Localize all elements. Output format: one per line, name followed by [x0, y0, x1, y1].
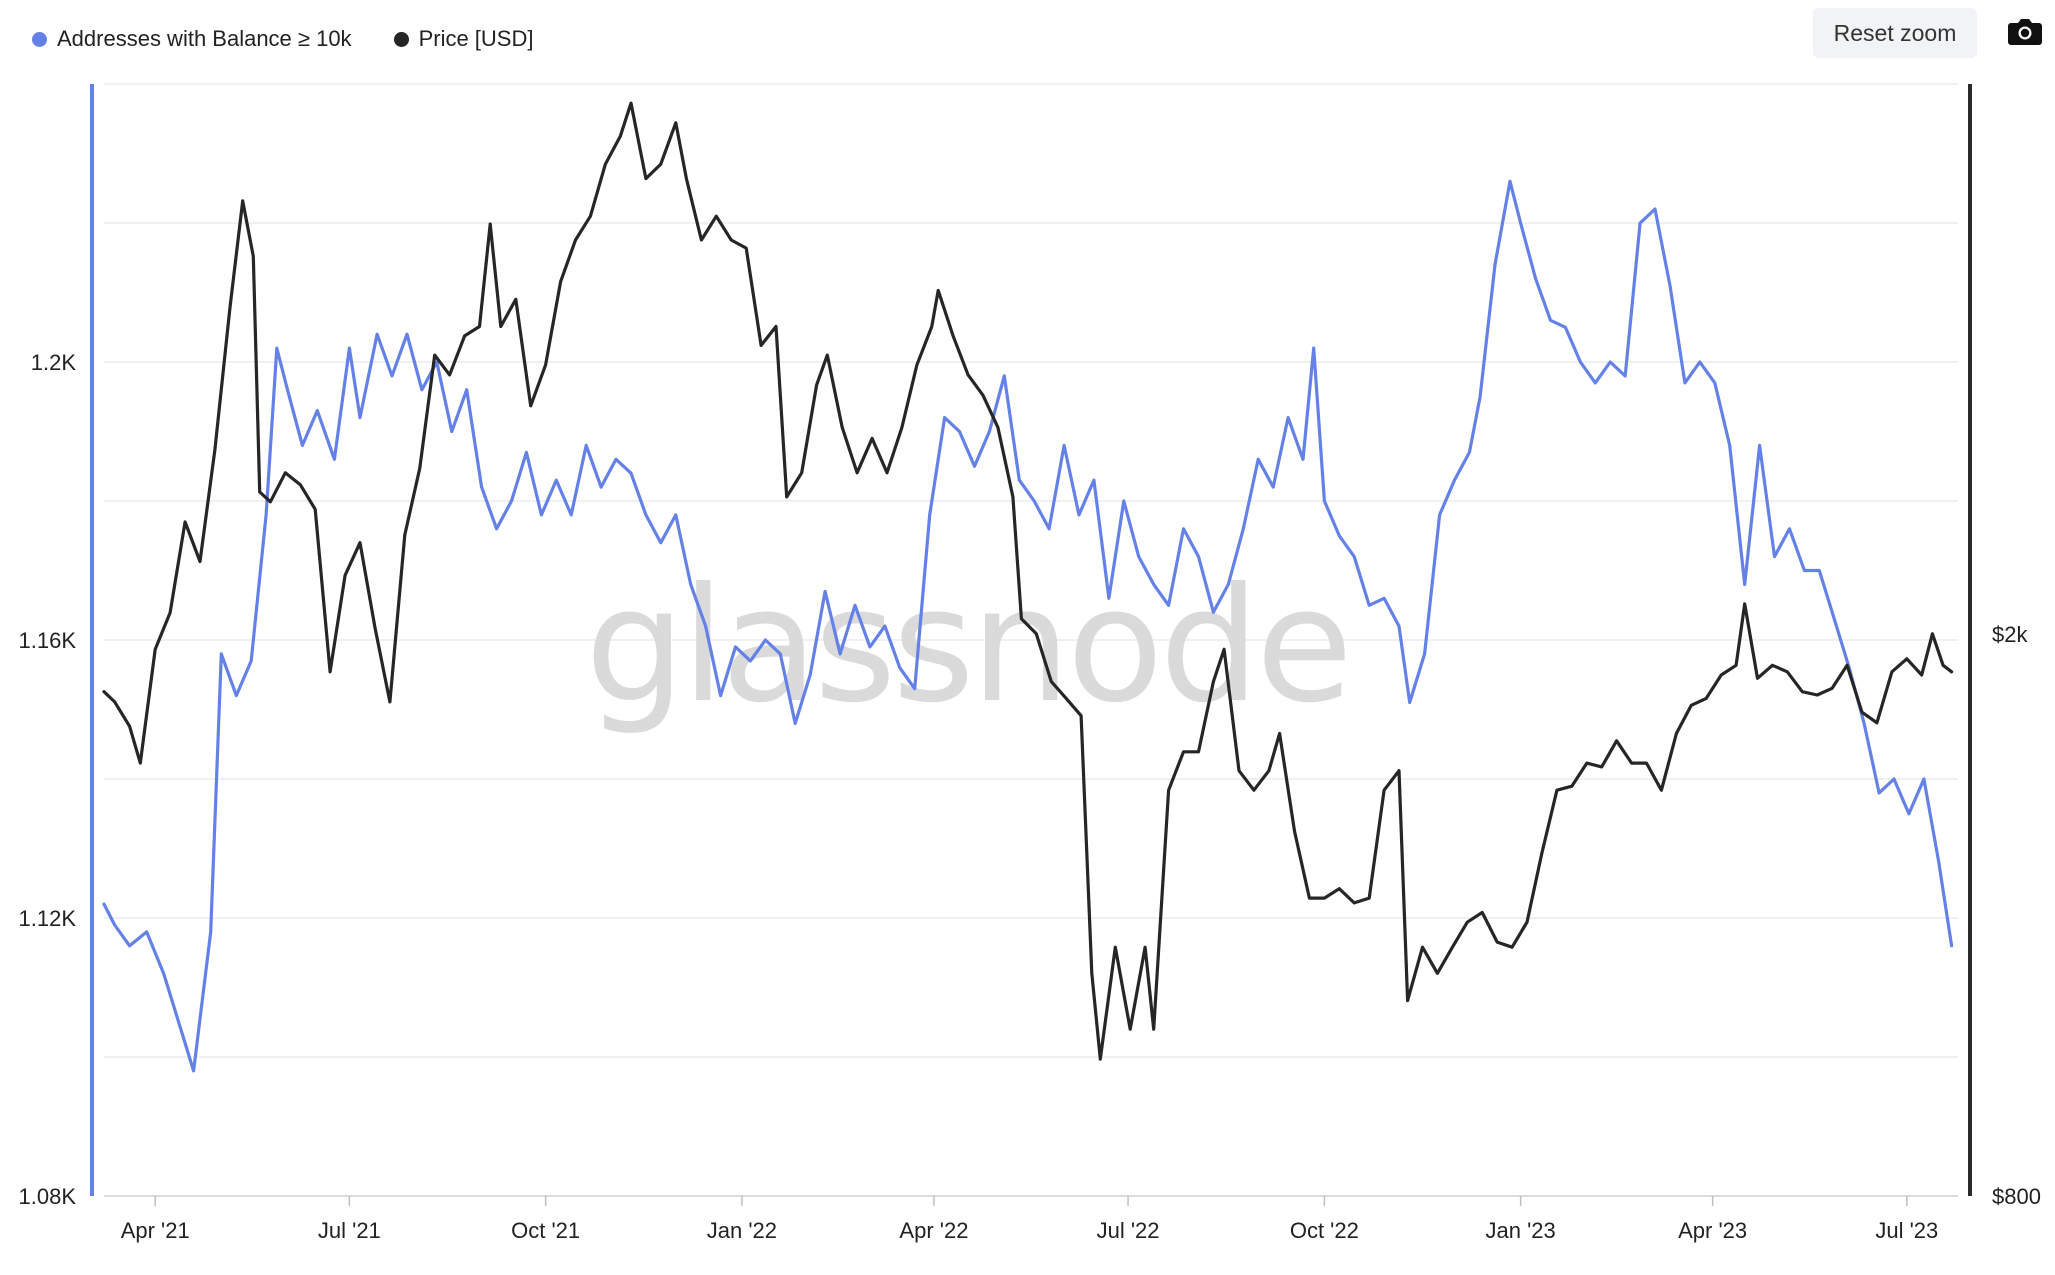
- x-tick-label: Apr '22: [899, 1218, 968, 1243]
- x-tick-label: Jul '23: [1875, 1218, 1938, 1243]
- addresses-legend-dot-icon: [32, 31, 47, 47]
- x-tick-label: Jul '22: [1097, 1218, 1160, 1243]
- legend-item-price[interactable]: Price [USD]: [393, 26, 534, 52]
- price-legend-dot-icon: [393, 31, 409, 47]
- series-group: [102, 101, 1954, 1073]
- x-axis: Apr '21 Jul '21 Oct '21 Jan '22 Apr '22 Jul '…: [104, 1195, 1958, 1243]
- x-tick-label: Apr '21: [121, 1218, 190, 1243]
- x-tick-label: Oct '22: [1290, 1218, 1359, 1243]
- chart-legend: Addresses with Balance ≥ 10k Price [USD]: [32, 26, 533, 52]
- reset-zoom-label: Reset zoom: [1833, 19, 1957, 46]
- price-series-line: [102, 101, 1954, 1061]
- y-left-tick-label: 1.2K: [31, 350, 77, 375]
- y-axis-left: 1.08K 1.12K 1.16K 1.2K: [19, 84, 94, 1209]
- x-tick-label: Jul '21: [318, 1218, 381, 1243]
- y-left-tick-label: 1.08K: [19, 1184, 77, 1209]
- x-tick-label: Jan '22: [707, 1218, 777, 1243]
- y-left-tick-label: 1.12K: [19, 906, 77, 931]
- x-tick-label: Apr '23: [1678, 1218, 1747, 1243]
- legend-label-addresses: Addresses with Balance ≥ 10k: [57, 26, 352, 51]
- y-left-tick-label: 1.16K: [19, 628, 77, 653]
- x-tick-label: Jan '23: [1486, 1218, 1556, 1243]
- reset-zoom-button[interactable]: Reset zoom: [1813, 8, 1977, 58]
- watermark: glassnode: [585, 554, 1349, 738]
- y-right-tick-label: $2k: [1992, 622, 2028, 647]
- legend-item-addresses[interactable]: Addresses with Balance ≥ 10k: [32, 26, 352, 52]
- legend-label-price: Price [USD]: [418, 26, 534, 51]
- camera-icon[interactable]: [2005, 14, 2045, 50]
- y-right-tick-label: $800: [1992, 1184, 2041, 1209]
- x-tick-label: Oct '21: [511, 1218, 580, 1243]
- addresses-series-line: [102, 179, 1954, 1073]
- y-axis-right: $800 $2k: [1968, 84, 2041, 1209]
